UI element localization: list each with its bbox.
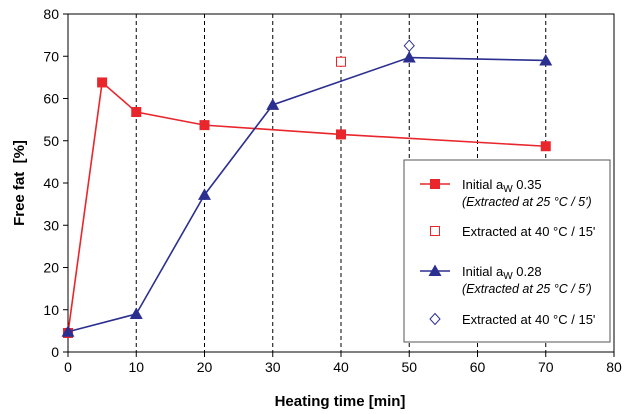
series-s1-point-4 — [336, 129, 346, 140]
y-tick-label-50: 50 — [43, 133, 59, 149]
series-s3-point-2 — [198, 188, 211, 200]
legend-entry-s1-label-main: Initial a — [462, 177, 504, 192]
axes — [63, 13, 615, 357]
series-s3 — [61, 51, 553, 337]
legend-entry-s4: Extracted at 40 °C / 15' — [429, 312, 595, 327]
y-tick-label-40: 40 — [43, 175, 59, 191]
series-s3-point-1 — [129, 307, 143, 319]
x-tick-label-20: 20 — [197, 359, 213, 375]
series-s4 — [403, 39, 415, 52]
legend-entry-s3-label: Initial aW 0.28 — [462, 264, 542, 282]
x-tick-label-40: 40 — [333, 359, 349, 375]
y-tick-label-60: 60 — [43, 91, 59, 107]
x-tick-label-50: 50 — [401, 359, 417, 375]
legend-entry-s4-marker — [429, 312, 441, 326]
series-s1-line — [67, 80, 546, 334]
legend-entry-s1: Initial aW 0.35(Extracted at 25 °C / 5') — [420, 177, 592, 209]
y-tick-label-70: 70 — [43, 48, 59, 64]
legend-entry-s1-label-value: 0.35 — [513, 177, 542, 192]
y-axis-title: Free fat [%] — [11, 140, 28, 226]
y-tick-label-80: 80 — [43, 6, 59, 22]
series-s3-point-0 — [61, 325, 75, 337]
legend-entry-s1-note: (Extracted at 25 °C / 5') — [462, 195, 592, 209]
legend-entry-s1-label-sub: W — [503, 184, 513, 195]
x-tick-label-30: 30 — [265, 359, 281, 375]
series-s1-point-2 — [131, 107, 142, 118]
series-s1-point-1 — [97, 77, 108, 88]
legend-entry-s1-marker — [430, 179, 440, 189]
series — [61, 39, 553, 338]
legend-entry-s3: Initial aW 0.28(Extracted at 25 °C / 5') — [420, 264, 592, 296]
y-tick-label-20: 20 — [43, 260, 59, 276]
y-tick-label-30: 30 — [43, 217, 59, 233]
legend-entry-s2-label-main: Extracted at 40 °C / 15' — [462, 224, 595, 239]
series-s3-point-4 — [402, 51, 416, 63]
series-s1-point-5 — [540, 141, 551, 152]
y-tick-label-10: 10 — [43, 302, 59, 318]
tick-labels: 0 10 20 30 40 50 60 70 80 0 10 20 30 40 50 60 70 80 — [43, 6, 622, 375]
legend-box — [403, 159, 611, 343]
legend-entry-s4-label-main: Extracted at 40 °C / 15' — [462, 312, 595, 327]
legend-entry-s3-label-value: 0.28 — [513, 264, 542, 279]
legend-entry-s3-label-main: Initial a — [462, 264, 504, 279]
legend-entry-s2-marker — [430, 226, 440, 236]
legend-entry-s1-label: Initial aW 0.35 — [462, 177, 542, 195]
legend-entry-s3-note: (Extracted at 25 °C / 5') — [462, 282, 592, 296]
legend-entry-s2: Extracted at 40 °C / 15' — [430, 224, 595, 239]
series-s1-point-3 — [199, 120, 210, 131]
legend-entry-s4-label: Extracted at 40 °C / 15' — [462, 312, 595, 327]
x-tick-label-60: 60 — [470, 359, 486, 375]
series-s3-line — [67, 56, 546, 333]
series-s3-point-5 — [539, 53, 553, 66]
x-axis-title: Heating time [min] — [275, 393, 406, 410]
y-tick-label-0: 0 — [51, 344, 59, 360]
series-s2 — [336, 56, 346, 67]
x-tick-label-70: 70 — [538, 359, 554, 375]
series-s3-point-3 — [266, 98, 280, 110]
x-tick-label-80: 80 — [606, 359, 622, 375]
x-tick-label-0: 0 — [64, 359, 72, 375]
legend-entry-s3-label-sub: W — [503, 271, 513, 282]
series-s2-point-0 — [336, 56, 346, 67]
legend: Initial aW 0.35(Extracted at 25 °C / 5')… — [403, 159, 611, 343]
legend-entry-s3-marker — [428, 264, 442, 276]
x-tick-label-10: 10 — [128, 359, 144, 375]
series-s4-point-0 — [403, 39, 415, 52]
legend-entry-s2-label: Extracted at 40 °C / 15' — [462, 224, 595, 239]
